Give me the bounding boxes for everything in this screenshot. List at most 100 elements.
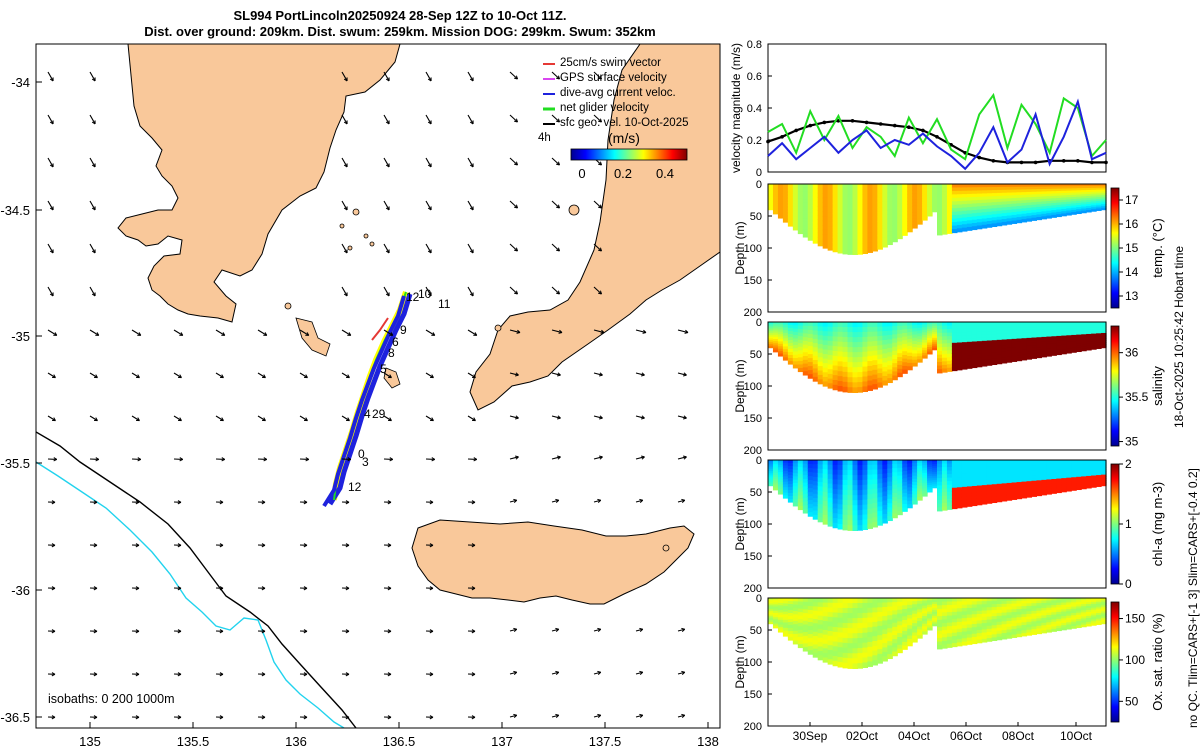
heatmap-cell xyxy=(1021,186,1028,191)
heatmap-cell xyxy=(857,663,864,669)
heatmap-cell xyxy=(847,465,854,471)
heatmap-cell xyxy=(966,607,973,612)
heatmap-cell xyxy=(792,630,799,635)
heatmap-cell xyxy=(981,598,988,602)
heatmap-cell xyxy=(777,210,784,214)
heatmap-cell xyxy=(907,621,913,626)
heatmap-cell xyxy=(887,498,893,504)
heatmap-cell xyxy=(941,198,948,203)
heatmap-cell xyxy=(822,460,829,466)
heatmap-cell xyxy=(1096,476,1102,480)
velocity-arrow xyxy=(215,329,226,336)
heatmap-cell xyxy=(1041,600,1047,604)
heatmap-cell xyxy=(802,639,809,644)
heatmap-cell xyxy=(1071,462,1077,465)
heatmap-cell xyxy=(1041,482,1047,486)
heatmap-cell xyxy=(832,460,839,466)
heatmap-cell xyxy=(907,201,913,206)
heatmap-cell xyxy=(976,491,983,496)
heatmap-cell xyxy=(777,341,784,345)
heatmap-cell xyxy=(917,198,923,202)
heatmap-cell xyxy=(772,460,779,463)
heatmap-cell xyxy=(991,469,998,473)
heatmap-cell xyxy=(941,463,948,468)
heatmap-cell xyxy=(882,371,888,377)
heatmap-cell xyxy=(1046,607,1052,611)
velocity-arrow xyxy=(551,499,559,503)
heatmap-cell xyxy=(1036,477,1042,481)
heatmap-cell xyxy=(1091,473,1097,477)
heatmap-cell xyxy=(812,217,819,223)
heatmap-cell xyxy=(837,627,844,634)
heatmap-cell xyxy=(1026,345,1033,350)
heatmap-cell xyxy=(912,497,918,502)
velocity-arrow xyxy=(551,628,559,632)
heatmap-cell xyxy=(961,335,968,340)
heatmap-cell xyxy=(1051,488,1057,492)
y-tick-label: -34.5 xyxy=(0,203,30,218)
heatmap-cell xyxy=(1021,473,1028,477)
heatmap-cell xyxy=(991,325,998,329)
heatmap-cell xyxy=(946,605,953,610)
heatmap-cell xyxy=(1071,475,1077,478)
heatmap-cell xyxy=(1031,345,1038,349)
heatmap-cell xyxy=(1011,620,1018,624)
heatmap-cell xyxy=(946,343,953,348)
isobath-1000 xyxy=(36,461,345,728)
heatmap-cell xyxy=(1051,184,1057,187)
heatmap-cell xyxy=(1011,214,1018,219)
heatmap-cell xyxy=(1086,609,1092,613)
heatmap-cell xyxy=(951,194,958,199)
heatmap-cell xyxy=(817,460,824,466)
heatmap-cell xyxy=(802,206,809,212)
velocity-arrow xyxy=(593,71,602,80)
velocity-arrowhead xyxy=(389,332,394,336)
heatmap-cell xyxy=(892,598,898,603)
heatmap-cell xyxy=(1021,478,1028,483)
heatmap-cell xyxy=(852,204,859,210)
velocity-arrowhead xyxy=(515,455,519,460)
velocity-arrowhead xyxy=(93,715,98,720)
heatmap-cell xyxy=(1041,598,1047,602)
heatmap-cell xyxy=(812,355,819,361)
velocity-arrowhead xyxy=(599,455,603,460)
heatmap-cell xyxy=(872,341,878,347)
heatmap-cell xyxy=(956,466,963,471)
heatmap-cell xyxy=(966,190,973,195)
heatmap-cell xyxy=(956,598,963,603)
heatmap-cell xyxy=(1096,618,1102,622)
heatmap-cell xyxy=(842,218,849,225)
heatmap-cell xyxy=(1021,460,1028,464)
heatmap-cell xyxy=(768,472,774,476)
heatmap-cell xyxy=(946,615,953,620)
heatmap-cell xyxy=(817,366,824,372)
heatmap-cell xyxy=(807,338,814,343)
velocity-arrowhead xyxy=(343,206,348,211)
heatmap-cell xyxy=(1021,200,1028,204)
heatmap-cell xyxy=(1006,333,1013,337)
heatmap-cell xyxy=(1061,349,1067,353)
heatmap-cell xyxy=(768,323,774,327)
heatmap-colorbar xyxy=(1110,325,1120,447)
heatmap-cell xyxy=(937,463,943,468)
heatmap-cell xyxy=(807,184,814,189)
heatmap-cell xyxy=(991,484,998,488)
heatmap-cell xyxy=(1021,340,1028,345)
heatmap-cell xyxy=(1016,217,1023,221)
heatmap-cell xyxy=(937,332,943,338)
heatmap-cell xyxy=(1041,484,1047,488)
heatmap-cell xyxy=(812,510,819,516)
heatmap-cell xyxy=(877,335,883,342)
heatmap-cell xyxy=(1086,619,1092,623)
heatmap-cell xyxy=(882,215,888,221)
heatmap-cell xyxy=(951,629,958,634)
heatmap-cell xyxy=(768,338,774,341)
heatmap-cell xyxy=(897,467,903,473)
heatmap-cell xyxy=(946,598,953,603)
heatmap-cell xyxy=(956,470,963,475)
heatmap-cell xyxy=(956,473,963,478)
velocity-arrow xyxy=(551,372,561,376)
heatmap-cell xyxy=(1011,350,1018,354)
heatmap-cell xyxy=(971,627,978,632)
heatmap-cell xyxy=(837,203,844,210)
